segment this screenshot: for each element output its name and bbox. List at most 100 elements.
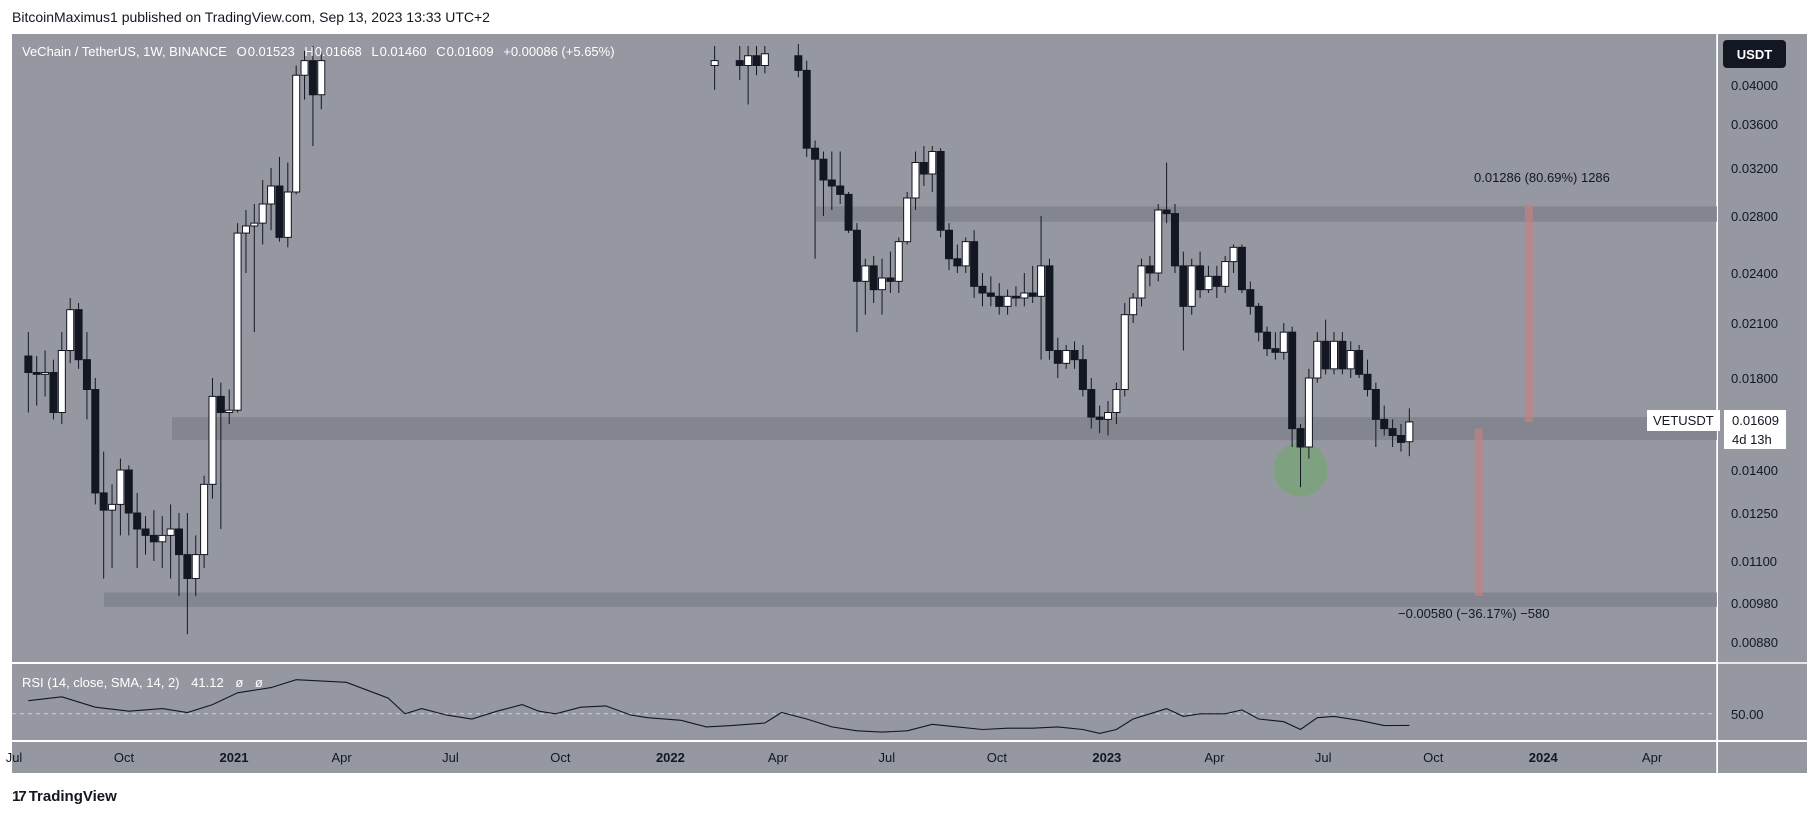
time-tick-label: Jul	[879, 750, 896, 765]
candle-body	[760, 53, 769, 66]
time-tick-label: Apr	[331, 750, 352, 765]
time-tick-label: Oct	[1423, 750, 1444, 765]
candle-body	[844, 193, 853, 231]
candle-body	[919, 162, 928, 175]
price-tick-label: 0.00980	[1731, 596, 1778, 611]
time-tick-label: 2024	[1529, 750, 1559, 765]
candle-body	[166, 528, 175, 536]
candle-body	[99, 492, 108, 511]
candle-body	[1237, 246, 1246, 291]
candle-body	[82, 359, 91, 390]
candle-body	[1288, 331, 1297, 430]
candle-body	[1254, 305, 1263, 333]
candle-body	[283, 191, 292, 238]
candle-body	[1271, 348, 1280, 353]
tradingview-brand: TradingView	[28, 788, 117, 805]
price-tick-label: 0.01100	[1731, 554, 1777, 569]
rsi-line	[28, 679, 1410, 734]
candle-body	[1095, 416, 1104, 420]
base-zone	[104, 592, 1717, 607]
candle-body	[886, 277, 895, 282]
candle-body	[24, 355, 33, 373]
candle-body	[852, 229, 861, 282]
candle-body	[1229, 246, 1238, 263]
rsi-pane	[12, 664, 1717, 740]
measure-bar-2	[1474, 428, 1483, 596]
candle-body	[903, 197, 912, 243]
candle-body	[116, 469, 125, 505]
candle-body	[995, 295, 1004, 307]
candle-body	[1388, 428, 1397, 437]
candle-body	[1346, 350, 1355, 370]
candle-body	[827, 179, 836, 187]
rsi-na-2: ø	[254, 675, 263, 690]
candle-body	[1062, 350, 1071, 364]
candle-body	[124, 469, 133, 514]
tradingview-logo[interactable]: 17 TradingView	[12, 788, 117, 805]
candle-body	[300, 60, 309, 76]
candle-body	[1020, 292, 1029, 299]
currency-button[interactable]: USDT	[1723, 40, 1786, 68]
candle-body	[258, 203, 267, 224]
candle-body	[735, 60, 744, 66]
candle-body	[1396, 435, 1405, 443]
candle-body	[928, 151, 937, 175]
rsi-axis-label: 50.00	[1731, 707, 1764, 722]
candle-body	[158, 534, 167, 543]
candle-body	[275, 185, 284, 238]
candle-body	[1313, 340, 1322, 379]
measure-bar-1	[1524, 204, 1533, 422]
candle-body	[1204, 275, 1213, 291]
candle-body	[267, 185, 276, 205]
price-tick-label: 0.01400	[1731, 463, 1778, 478]
price-tick-label: 0.04000	[1731, 78, 1778, 93]
candle-body	[141, 528, 150, 536]
candle-body	[1363, 373, 1372, 391]
candles	[24, 44, 1414, 635]
candle-body	[1003, 295, 1012, 307]
candle-body	[894, 241, 903, 282]
candle-body	[74, 309, 83, 361]
time-tick-label: Jul	[6, 750, 23, 765]
support-zone	[172, 417, 1717, 441]
rsi-legend: RSI (14, close, SMA, 14, 2) 41.12 ø ø	[22, 675, 271, 690]
close-label: C	[436, 44, 446, 59]
candle-body	[1246, 289, 1255, 307]
candle-body	[191, 554, 200, 579]
candle-body	[936, 151, 945, 231]
candle-body	[1112, 389, 1121, 413]
candle-body	[225, 409, 234, 414]
candle-body	[57, 350, 66, 413]
candle-body	[108, 503, 117, 511]
price-tick-label: 0.02800	[1731, 209, 1778, 224]
candle-body	[953, 258, 962, 267]
candle-body	[744, 55, 753, 66]
candle-body	[836, 185, 845, 195]
candle-body	[216, 395, 225, 413]
price-tick-label: 0.01800	[1731, 371, 1778, 386]
time-tick-label: 2021	[220, 750, 249, 765]
publisher-header: BitcoinMaximus1 published on TradingView…	[12, 9, 490, 25]
candle-body	[1212, 275, 1221, 287]
time-tick-label: Oct	[550, 750, 571, 765]
candle-body	[1137, 265, 1146, 299]
candle-body	[91, 389, 100, 494]
candle-body	[1371, 389, 1380, 420]
candle-body	[1187, 265, 1196, 307]
candle-body	[1162, 209, 1171, 215]
candle-body	[986, 292, 995, 297]
low-label: L	[371, 44, 379, 59]
candle-body	[1221, 261, 1230, 287]
price-pane	[12, 34, 1717, 662]
candle-body	[961, 241, 970, 267]
time-tick-label: Apr	[1204, 750, 1225, 765]
candle-body	[1104, 412, 1113, 420]
candle-body	[1279, 331, 1288, 353]
candle-body	[233, 232, 242, 411]
candle-body	[1405, 421, 1414, 443]
candle-body	[710, 60, 719, 66]
price-tick-label: 0.02400	[1731, 266, 1778, 281]
time-tick-label: 2022	[656, 750, 685, 765]
candle-body	[41, 372, 50, 375]
